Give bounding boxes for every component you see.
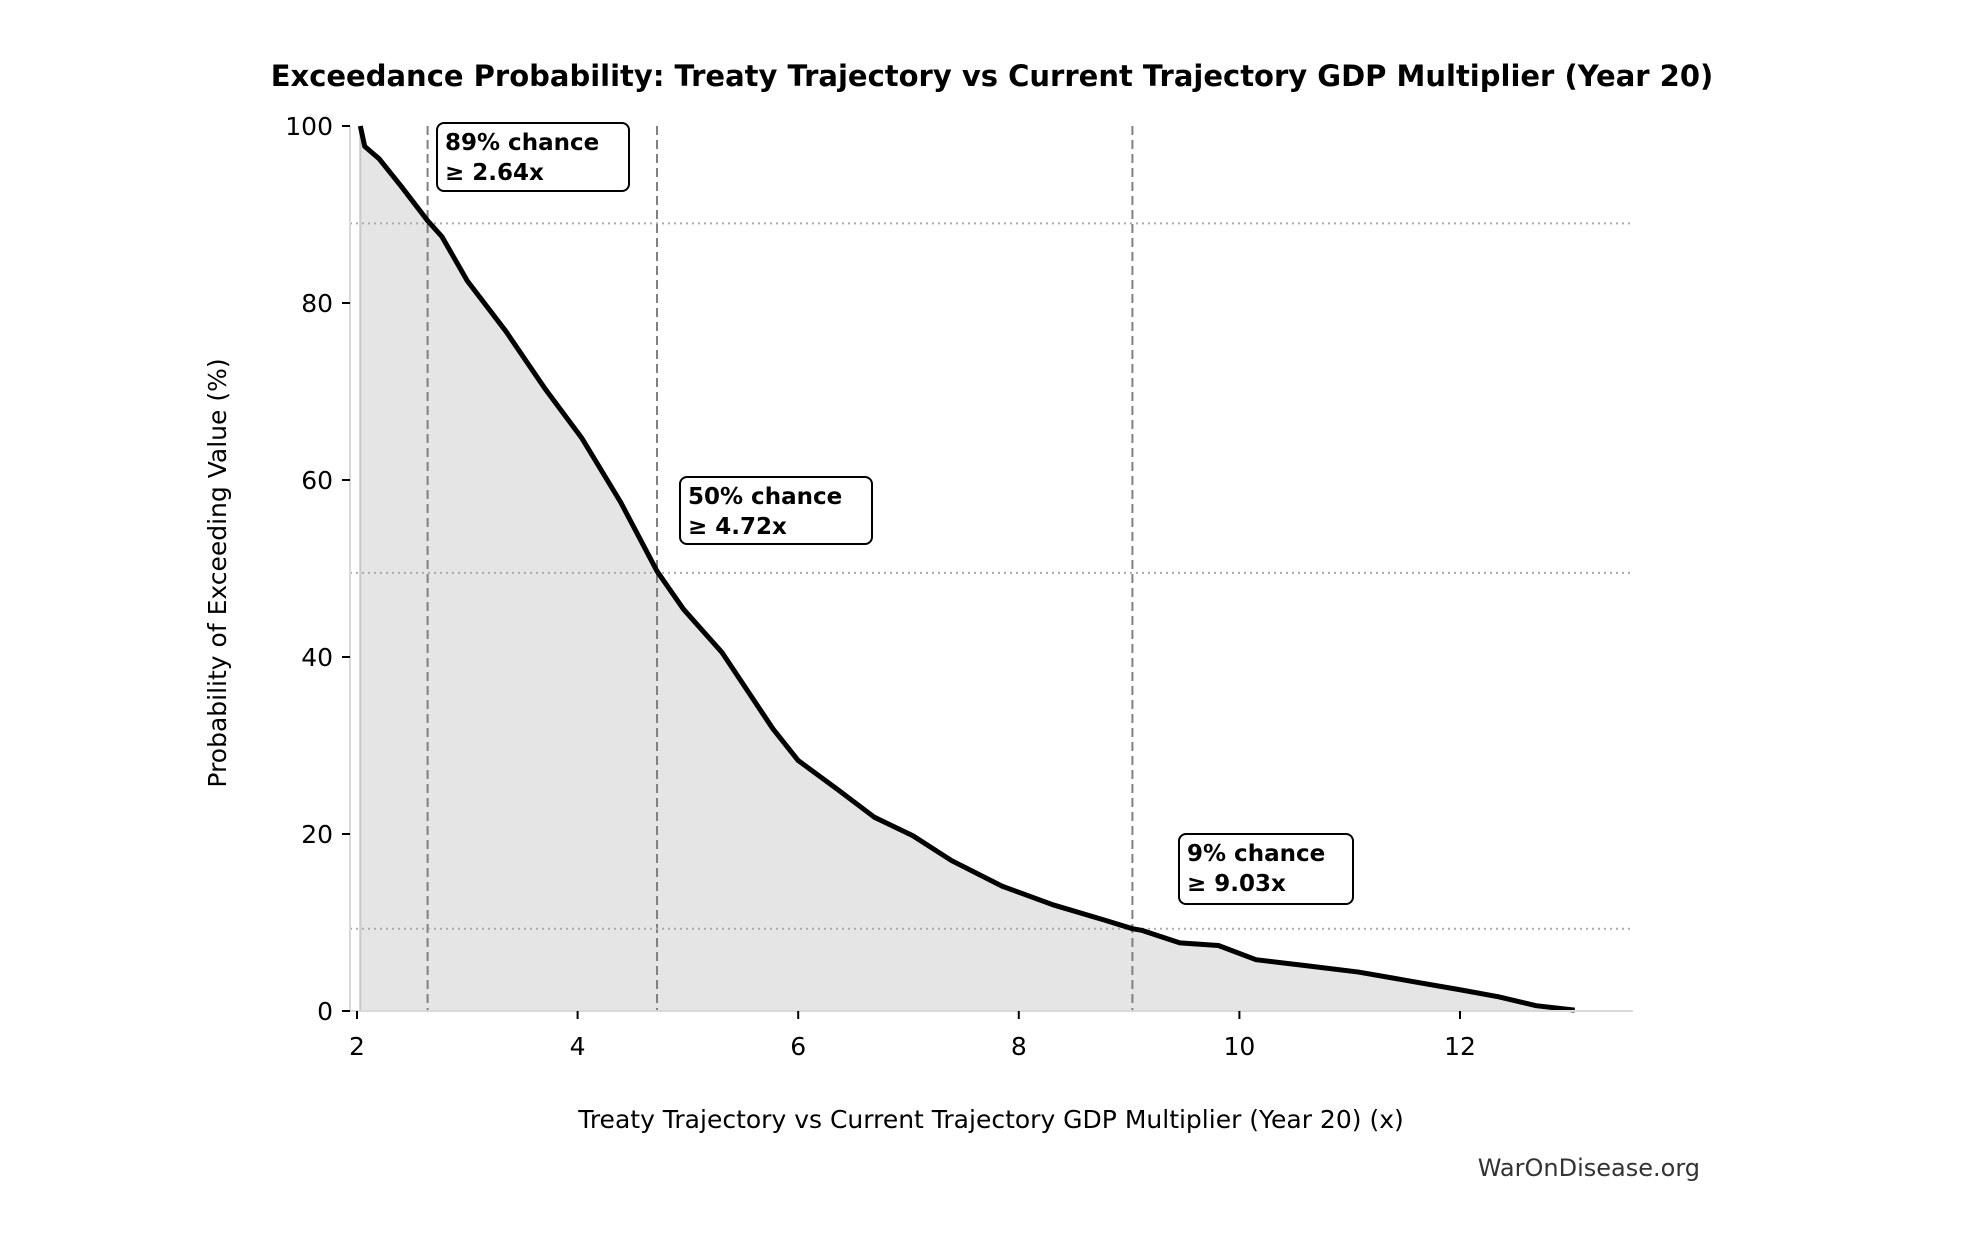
x-tick-label: 12 <box>1444 1032 1476 1061</box>
watermark: WarOnDisease.org <box>1478 1154 1700 1182</box>
exceedance-fill-area <box>360 126 1575 1011</box>
x-tick-label: 4 <box>570 1032 586 1061</box>
y-tick-label: 80 <box>301 289 333 318</box>
exceedance-curve <box>357 125 1575 1013</box>
plot-area: 0 20 40 60 80 100 2 4 6 8 10 12 89% chance ≥ 2.64x 50%… <box>285 112 1633 1061</box>
y-tick-label: 0 <box>317 997 333 1026</box>
x-tick-label: 2 <box>349 1032 365 1061</box>
x-tick-label: 10 <box>1223 1032 1255 1061</box>
y-tick-label: 20 <box>301 820 333 849</box>
annotation-box <box>1178 833 1354 905</box>
x-tick-label: 8 <box>1011 1032 1027 1061</box>
y-axis-label: Probability of Exceeding Value (%) <box>203 358 232 787</box>
annotation-probability-label: 89% chance <box>445 130 599 156</box>
annotation-threshold-label: ≥ 4.72x <box>688 514 787 540</box>
annotation-probability-label: 9% chance <box>1187 841 1325 867</box>
annotation-threshold-label: ≥ 9.03x <box>1187 871 1286 897</box>
y-tick-label: 60 <box>301 466 333 495</box>
annotation-probability-label: 50% chance <box>688 484 842 510</box>
annotation-box <box>436 122 630 192</box>
y-tick-label: 100 <box>285 112 333 141</box>
annotation-threshold-label: ≥ 2.64x <box>445 160 544 186</box>
chart-title: Exceedance Probability: Treaty Trajector… <box>271 59 1714 93</box>
x-tick-label: 6 <box>790 1032 806 1061</box>
y-tick-label: 40 <box>301 643 333 672</box>
x-axis-label: Treaty Trajectory vs Current Trajectory … <box>577 1105 1404 1134</box>
annotation-box <box>679 476 873 545</box>
